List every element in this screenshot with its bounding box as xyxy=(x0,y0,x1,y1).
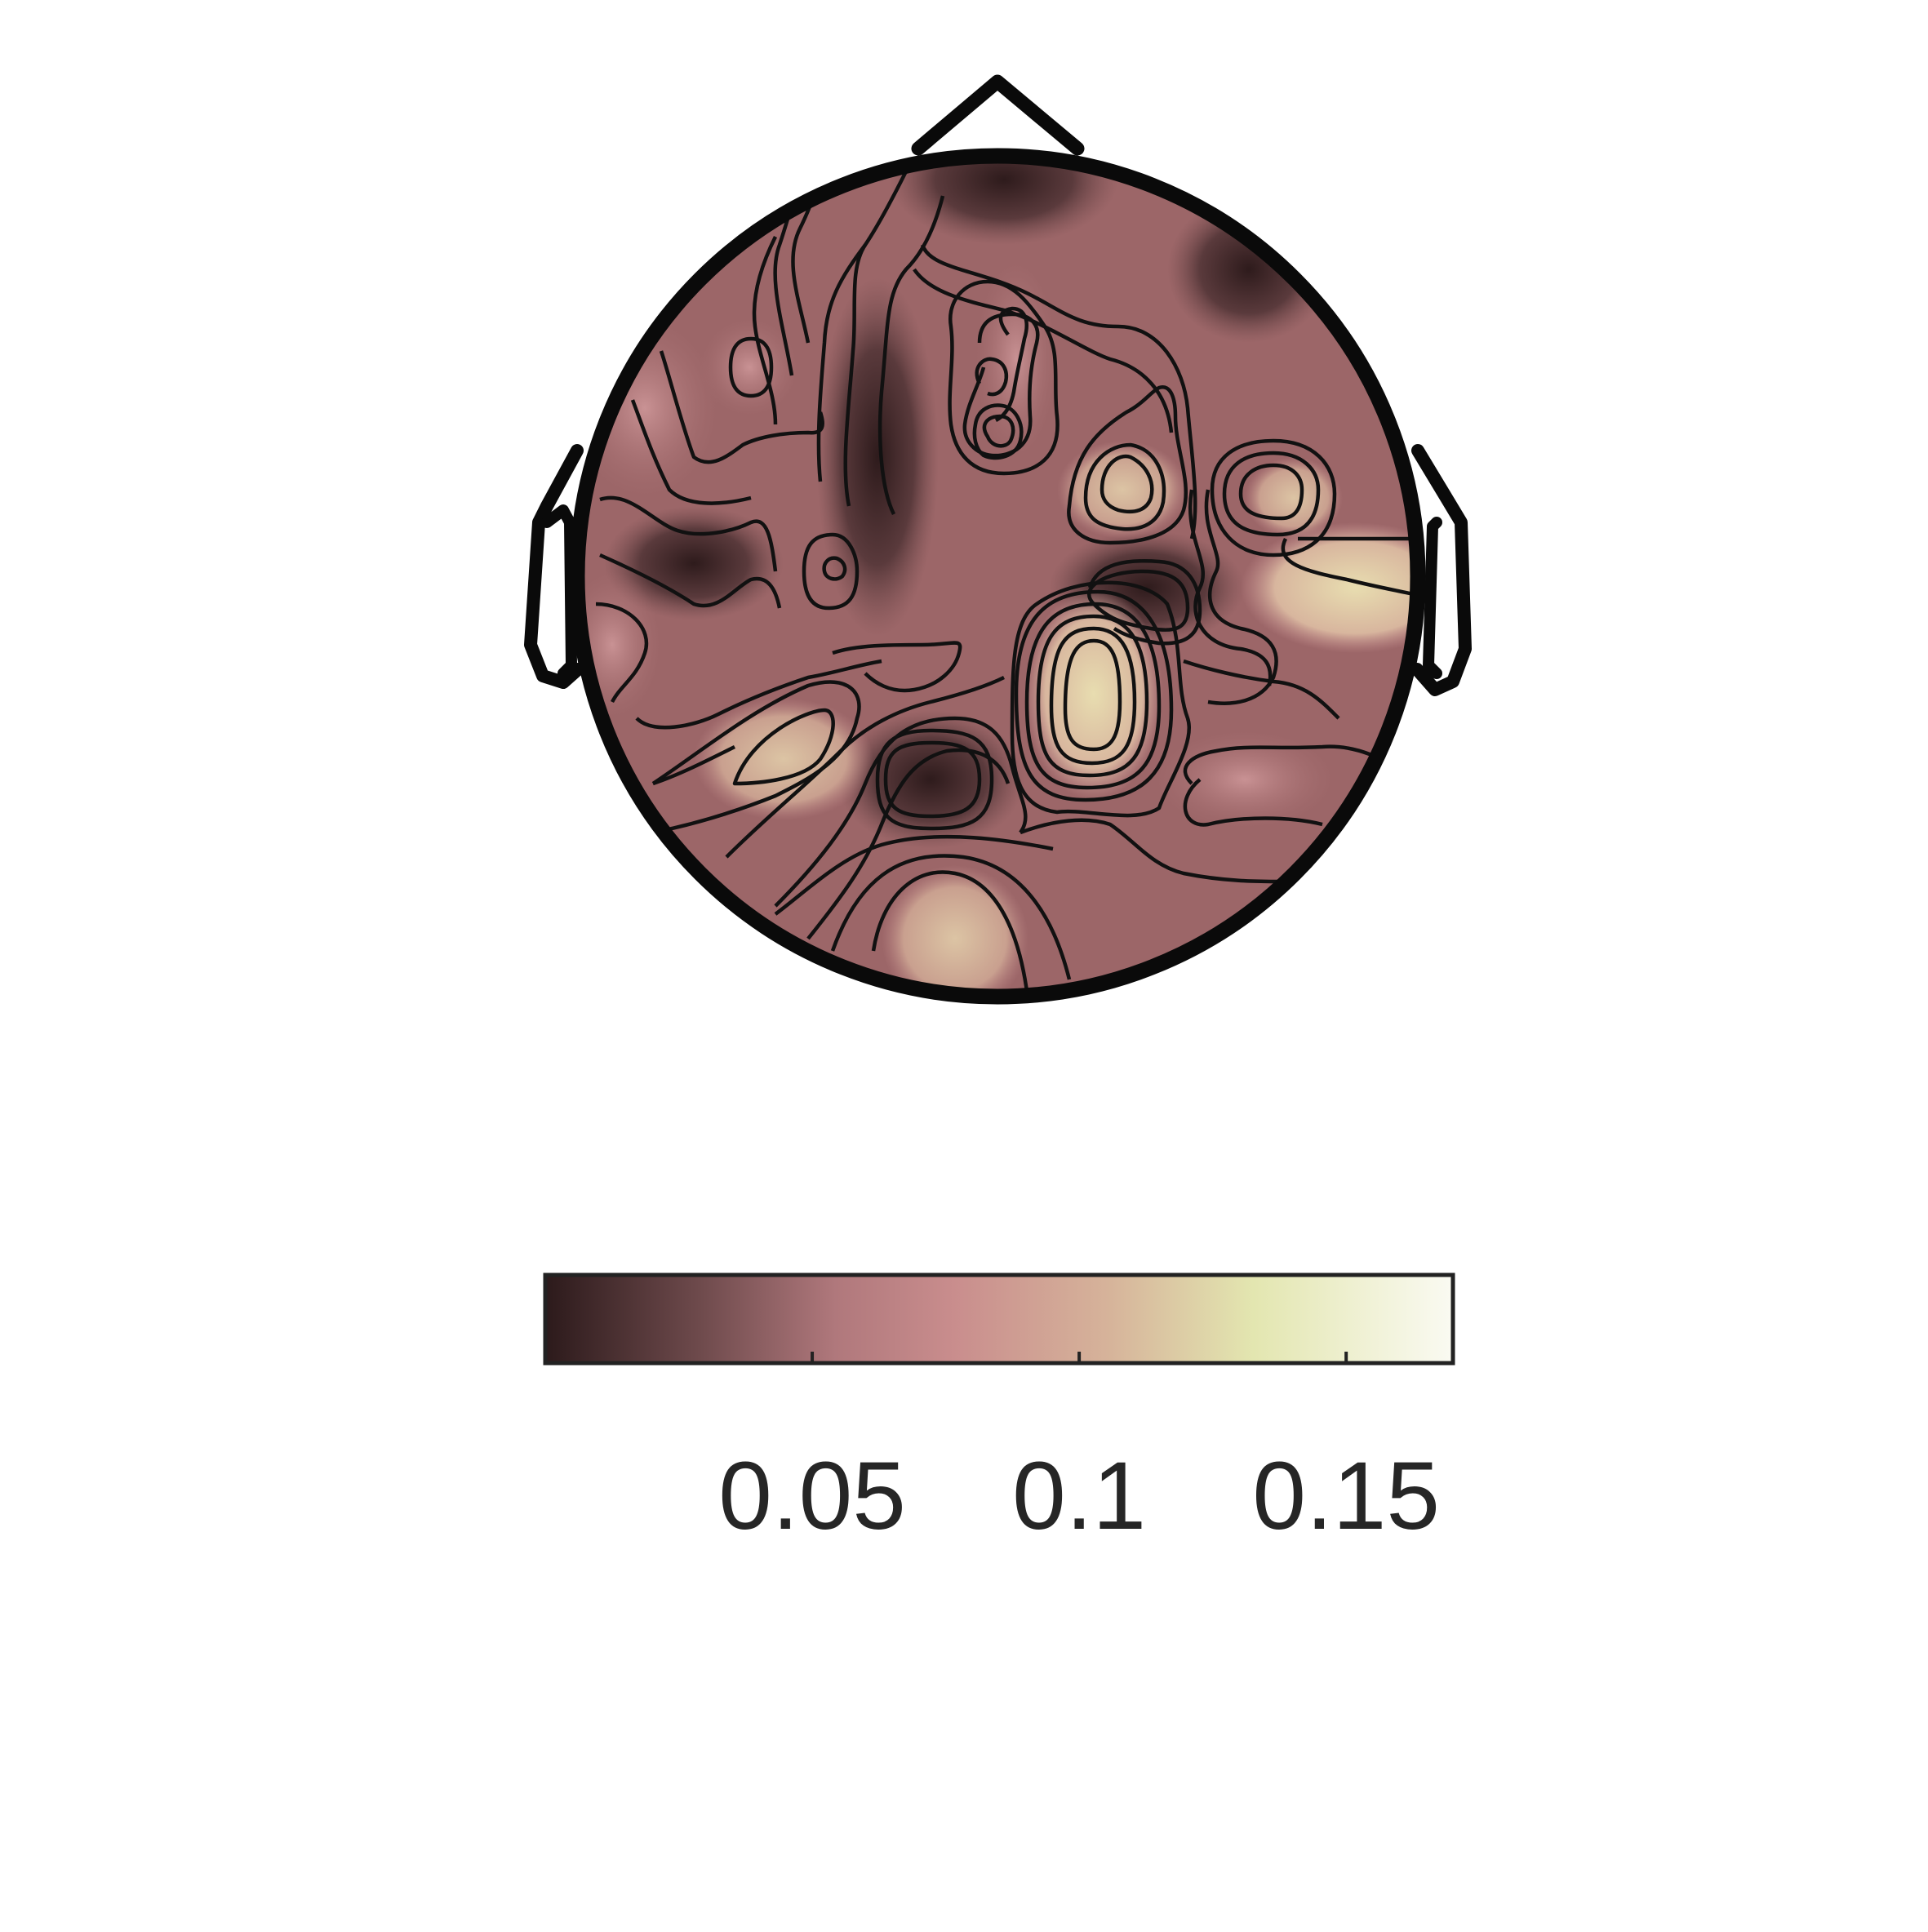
contour-line xyxy=(1020,818,1282,884)
contour-line xyxy=(1281,537,1418,598)
contour-line xyxy=(1188,489,1273,686)
head-outline xyxy=(524,74,1472,1005)
colorbar-tick-labels: 0.05 0.1 0.15 xyxy=(718,1442,1440,1550)
contour-line xyxy=(1049,626,1137,766)
contour-line xyxy=(920,244,1197,540)
contour-line xyxy=(1036,614,1149,778)
colorbar-gradient xyxy=(543,1272,1455,1366)
contour-line xyxy=(816,243,867,482)
right-ear-outline-inner xyxy=(1423,517,1442,679)
nose-outline xyxy=(911,74,1085,156)
left-ear-outline-inner xyxy=(541,504,577,679)
contour-line xyxy=(830,854,1072,980)
contour-line xyxy=(1210,438,1337,557)
left-ear-outline xyxy=(524,444,584,689)
contour-line xyxy=(877,195,945,516)
contour-line xyxy=(1087,569,1190,632)
contour-line xyxy=(1087,559,1202,646)
contour-line xyxy=(1063,638,1122,752)
contour-line xyxy=(1183,744,1406,785)
contour-line xyxy=(1010,580,1191,818)
contour-line xyxy=(635,659,882,730)
contour-line xyxy=(982,414,1015,448)
colorbar-tick-label: 0.05 xyxy=(718,1442,906,1550)
contour-line xyxy=(1183,659,1340,720)
contour-lines xyxy=(595,170,1418,997)
contour-line xyxy=(774,716,1028,908)
contour-line xyxy=(1222,451,1321,537)
contour-line xyxy=(871,870,1031,997)
contour-line xyxy=(913,268,1174,433)
contour-line xyxy=(1238,463,1304,521)
contour-line xyxy=(948,279,1060,476)
colorbar-ticks xyxy=(811,1352,1348,1363)
contour-line xyxy=(883,740,982,819)
colorbar-tick-label: 0.15 xyxy=(1252,1442,1440,1550)
contour-line xyxy=(652,744,736,786)
contour-line xyxy=(595,602,649,704)
contour-line xyxy=(732,708,835,786)
colorbar: 0.05 0.1 0.15 xyxy=(543,1272,1455,1550)
contour-line xyxy=(599,495,778,572)
contour-line xyxy=(972,403,1024,460)
contour-line xyxy=(725,675,1006,859)
contour-line xyxy=(1083,442,1166,531)
head-circle xyxy=(569,148,1426,1005)
contour-line xyxy=(975,357,1008,397)
contour-line xyxy=(843,170,908,507)
contour-line xyxy=(1099,454,1154,514)
contour-line xyxy=(832,641,962,693)
contour-line xyxy=(806,748,1011,940)
contour-line xyxy=(774,834,1054,916)
contour-line xyxy=(599,553,782,609)
contour-line xyxy=(651,680,861,835)
contour-line xyxy=(1024,602,1162,790)
right-ear-outline xyxy=(1410,444,1472,696)
contour-line xyxy=(822,556,847,581)
colorbar-tick-label: 0.1 xyxy=(1012,1442,1146,1550)
contour-line xyxy=(659,350,824,464)
contour-line xyxy=(1014,589,1174,802)
contour-line xyxy=(1183,778,1323,827)
contour-line xyxy=(875,728,994,831)
contour-line xyxy=(630,399,752,505)
contour-line xyxy=(1067,385,1188,545)
contour-line xyxy=(802,532,860,611)
contour-line xyxy=(728,336,774,398)
contour-line xyxy=(752,235,778,425)
contour-line xyxy=(1204,489,1278,705)
